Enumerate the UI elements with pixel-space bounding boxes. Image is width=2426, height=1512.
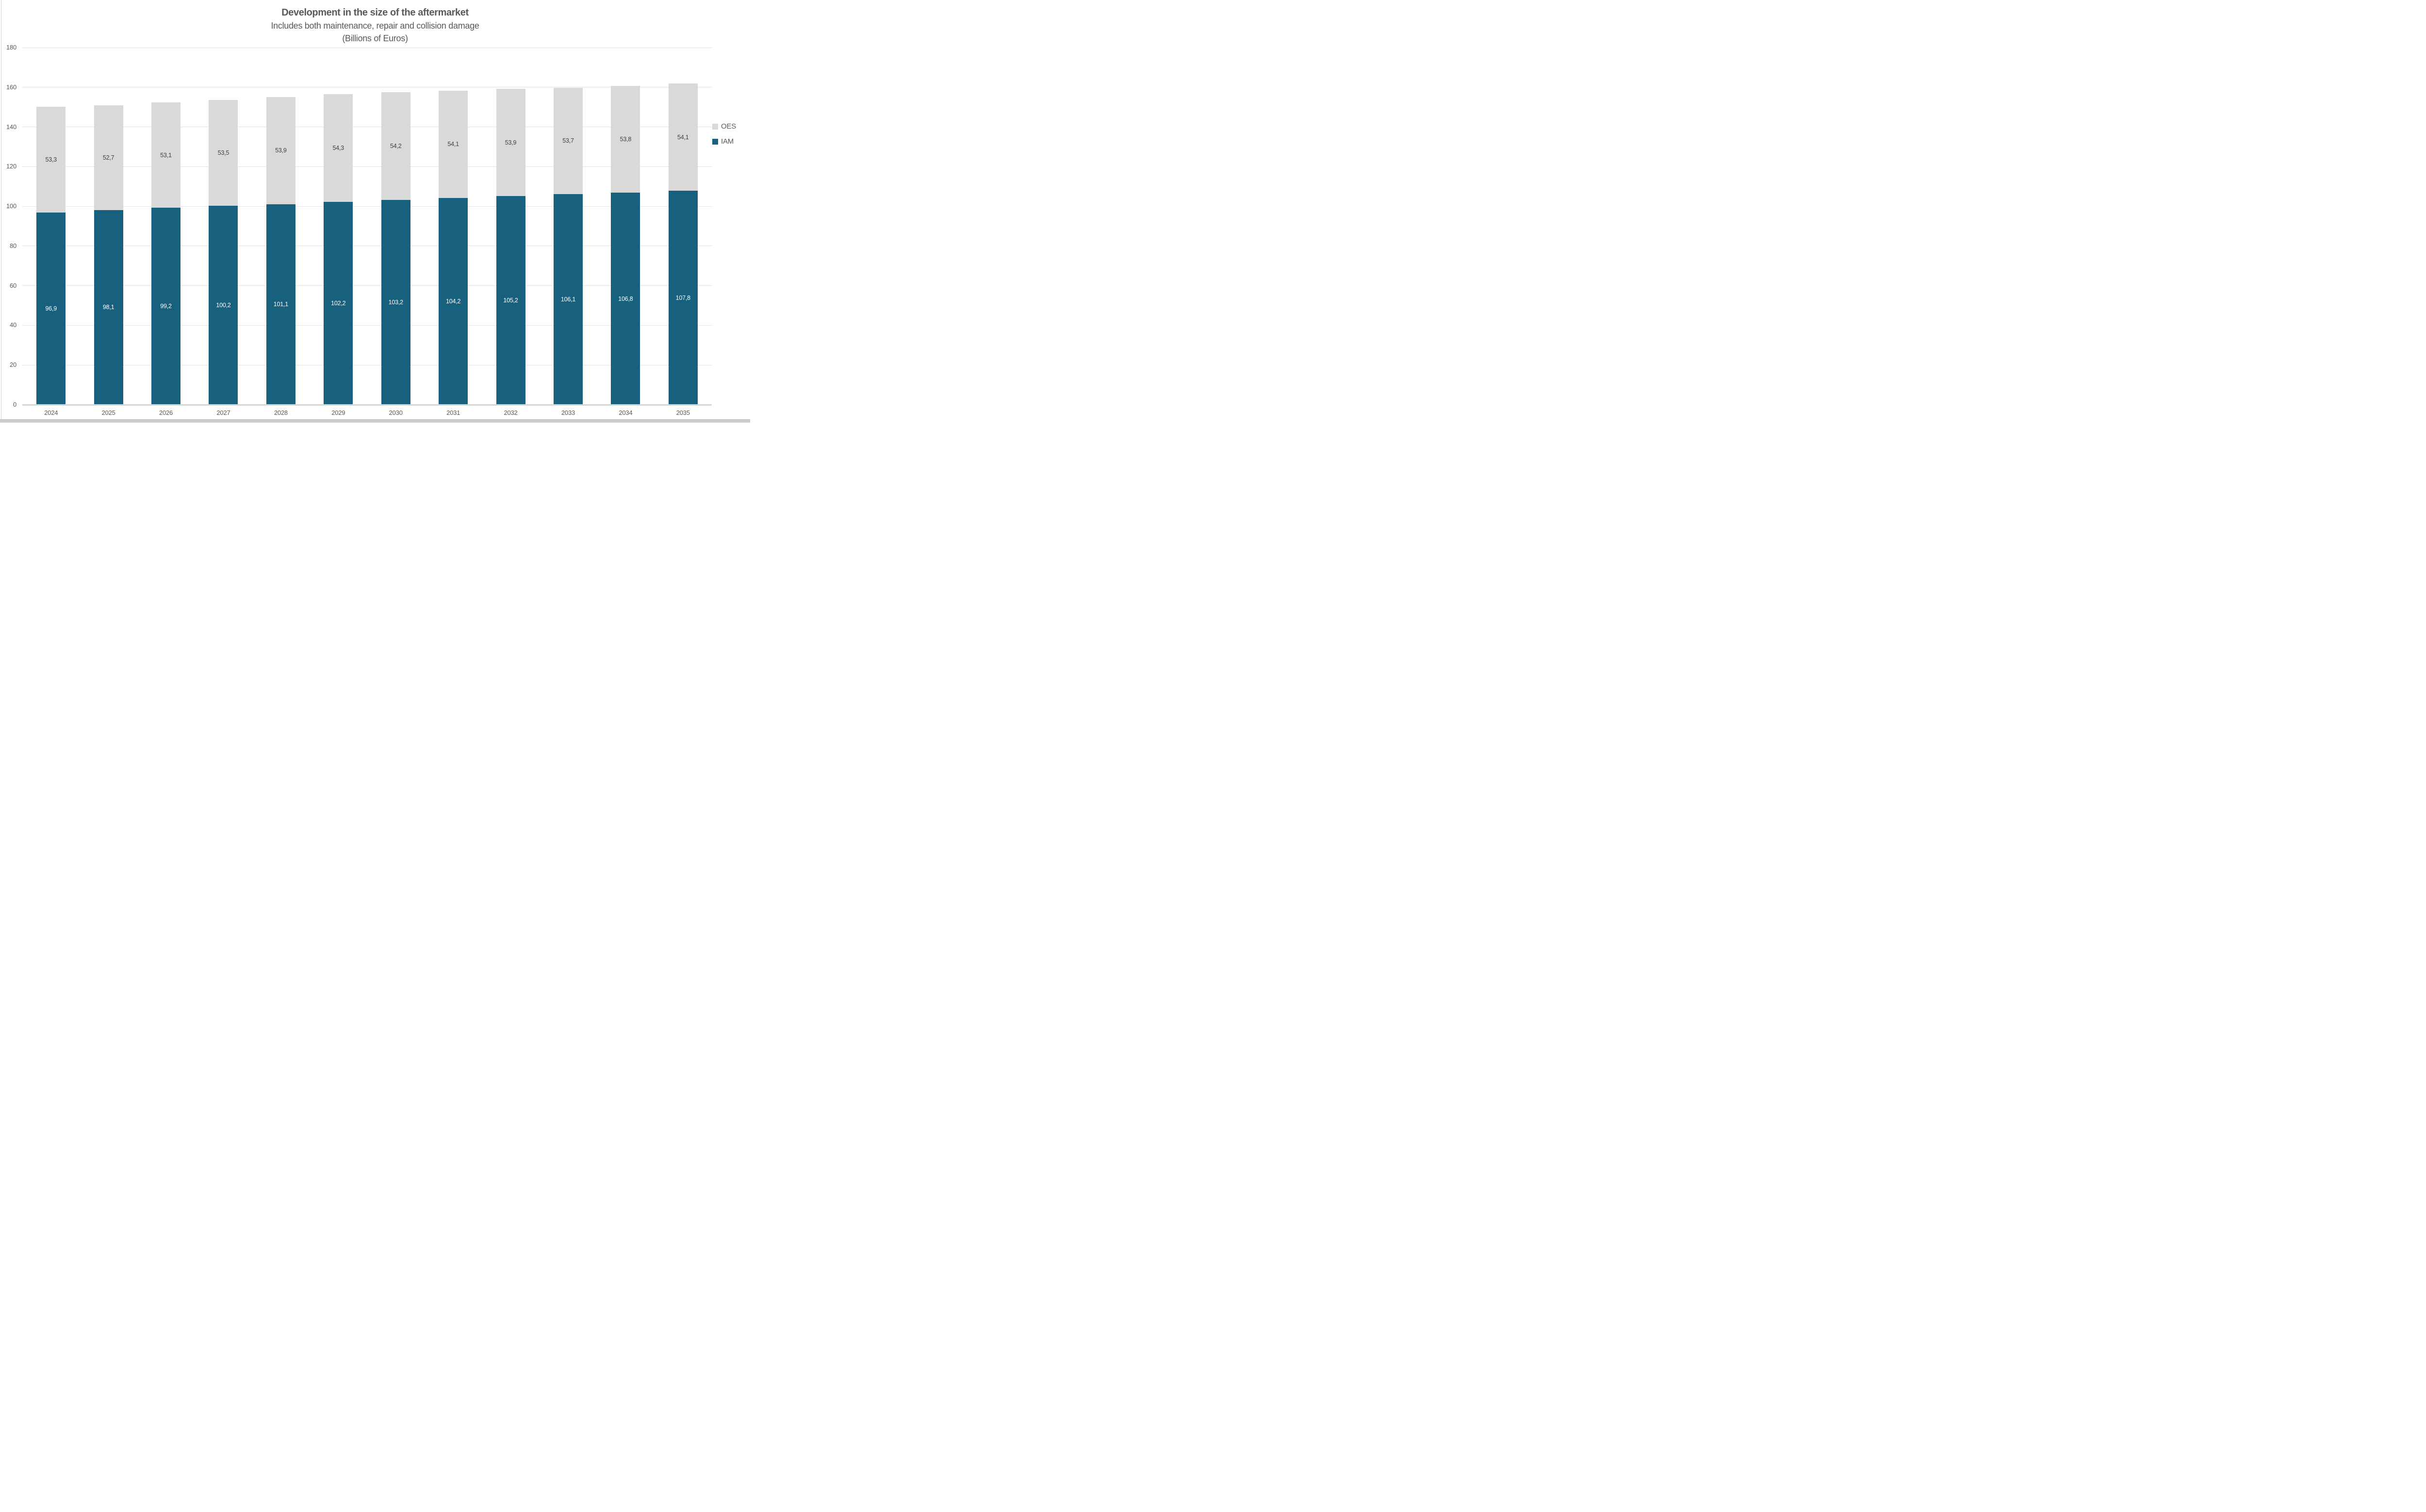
bar-label-iam-2028: 101,1 xyxy=(273,301,289,308)
x-axis-tick-2035: 2035 xyxy=(676,409,690,416)
x-axis-tick-2028: 2028 xyxy=(274,409,288,416)
bar-label-iam-2034: 106,8 xyxy=(618,295,633,302)
bar-label-iam-2027: 100,2 xyxy=(216,302,231,309)
bar-label-oes-2026: 53,1 xyxy=(160,151,172,159)
bar-label-oes-2035: 54,1 xyxy=(677,133,689,141)
bar-iam-2026[interactable] xyxy=(151,208,181,405)
bar-label-oes-2031: 54,1 xyxy=(447,141,459,148)
x-axis-tick-2025: 2025 xyxy=(101,409,115,416)
y-axis-tick-60: 60 xyxy=(9,281,16,289)
bar-oes-2034[interactable] xyxy=(611,86,640,193)
bar-iam-2028[interactable] xyxy=(266,204,295,405)
x-axis-tick-2032: 2032 xyxy=(504,409,518,416)
bar-label-oes-2034: 53,8 xyxy=(620,136,632,143)
y-axis-tick-180: 180 xyxy=(6,44,16,51)
bar-label-iam-2026: 99,2 xyxy=(160,303,172,310)
y-axis-tick-20: 20 xyxy=(9,361,16,369)
bar-label-oes-2033: 53,7 xyxy=(562,137,574,145)
legend-swatch-oes xyxy=(712,123,718,130)
y-axis-tick-140: 140 xyxy=(6,123,16,131)
y-axis-tick-120: 120 xyxy=(6,163,16,170)
bar-iam-2029[interactable] xyxy=(324,202,353,405)
bar-oes-2035[interactable] xyxy=(668,83,698,191)
bar-iam-2032[interactable] xyxy=(496,196,525,405)
bar-iam-2024[interactable] xyxy=(36,212,66,405)
bar-oes-2027[interactable] xyxy=(209,99,238,206)
x-axis-line xyxy=(22,404,712,406)
legend-label-iam: IAM xyxy=(721,137,734,146)
bar-oes-2025[interactable] xyxy=(94,105,123,210)
bar-label-iam-2033: 106,1 xyxy=(560,296,576,303)
legend-label-oes: OES xyxy=(721,122,737,131)
bar-iam-2031[interactable] xyxy=(439,197,468,405)
y-axis-tick-80: 80 xyxy=(9,242,16,249)
bar-oes-2031[interactable] xyxy=(439,90,468,198)
legend-swatch-iam xyxy=(712,138,718,145)
bar-label-oes-2032: 53,9 xyxy=(505,139,517,146)
bar-oes-2029[interactable] xyxy=(324,94,353,202)
bar-label-iam-2031: 104,2 xyxy=(445,297,461,305)
chart-subtitle-line2: (Billions of Euros) xyxy=(342,33,408,43)
chart-subtitle-line1: Includes both maintenance, repair and co… xyxy=(271,21,479,31)
legend-item-iam[interactable]: IAM xyxy=(712,137,736,146)
y-axis-tick-100: 100 xyxy=(6,202,16,210)
bar-label-iam-2032: 105,2 xyxy=(503,296,518,304)
x-axis-tick-2027: 2027 xyxy=(216,409,230,416)
bar-label-oes-2030: 54,2 xyxy=(390,143,402,150)
bar-iam-2025[interactable] xyxy=(94,210,123,405)
gridline-60 xyxy=(22,285,712,286)
x-axis-tick-2029: 2029 xyxy=(331,409,345,416)
bar-oes-2028[interactable] xyxy=(266,97,295,204)
bar-oes-2030[interactable] xyxy=(381,92,410,200)
x-axis-tick-2024: 2024 xyxy=(44,409,58,416)
sheet-bottom-edge xyxy=(0,419,750,423)
legend-item-oes[interactable]: OES xyxy=(712,122,736,131)
bar-label-iam-2025: 98,1 xyxy=(102,304,115,311)
bar-label-oes-2025: 52,7 xyxy=(102,154,115,162)
y-axis-tick-0: 0 xyxy=(13,401,16,408)
x-axis-tick-2031: 2031 xyxy=(446,409,460,416)
y-axis-tick-40: 40 xyxy=(9,321,16,329)
y-axis-tick-160: 160 xyxy=(6,83,16,91)
chart-header: Development in the size of the aftermark… xyxy=(0,6,750,45)
bar-label-oes-2027: 53,5 xyxy=(217,149,229,156)
gridline-100 xyxy=(22,206,712,207)
chart-title: Development in the size of the aftermark… xyxy=(281,7,469,18)
bar-iam-2035[interactable] xyxy=(668,191,698,405)
bar-label-iam-2035: 107,8 xyxy=(675,294,690,301)
x-axis-tick-2034: 2034 xyxy=(619,409,633,416)
legend: OES IAM xyxy=(712,122,736,152)
gridline-40 xyxy=(22,325,712,326)
chart-container: Development in the size of the aftermark… xyxy=(0,0,750,423)
bar-oes-2024[interactable] xyxy=(36,106,66,213)
bar-iam-2027[interactable] xyxy=(209,206,238,405)
bar-label-oes-2024: 53,3 xyxy=(45,156,57,163)
bar-oes-2033[interactable] xyxy=(553,87,583,195)
bar-label-iam-2024: 96,9 xyxy=(45,305,57,312)
bar-label-iam-2030: 103,2 xyxy=(388,299,403,306)
bar-iam-2034[interactable] xyxy=(611,193,640,405)
bar-label-oes-2029: 54,3 xyxy=(332,145,344,152)
x-axis-tick-2026: 2026 xyxy=(159,409,173,416)
gridline-120 xyxy=(22,166,712,167)
bar-oes-2032[interactable] xyxy=(496,89,525,196)
bar-iam-2030[interactable] xyxy=(381,200,410,405)
x-axis-tick-2033: 2033 xyxy=(561,409,575,416)
bar-label-iam-2029: 102,2 xyxy=(331,300,346,307)
x-axis-tick-2030: 2030 xyxy=(389,409,403,416)
bar-oes-2026[interactable] xyxy=(151,102,181,208)
bar-iam-2033[interactable] xyxy=(553,194,583,405)
bar-label-oes-2028: 53,9 xyxy=(275,147,287,154)
